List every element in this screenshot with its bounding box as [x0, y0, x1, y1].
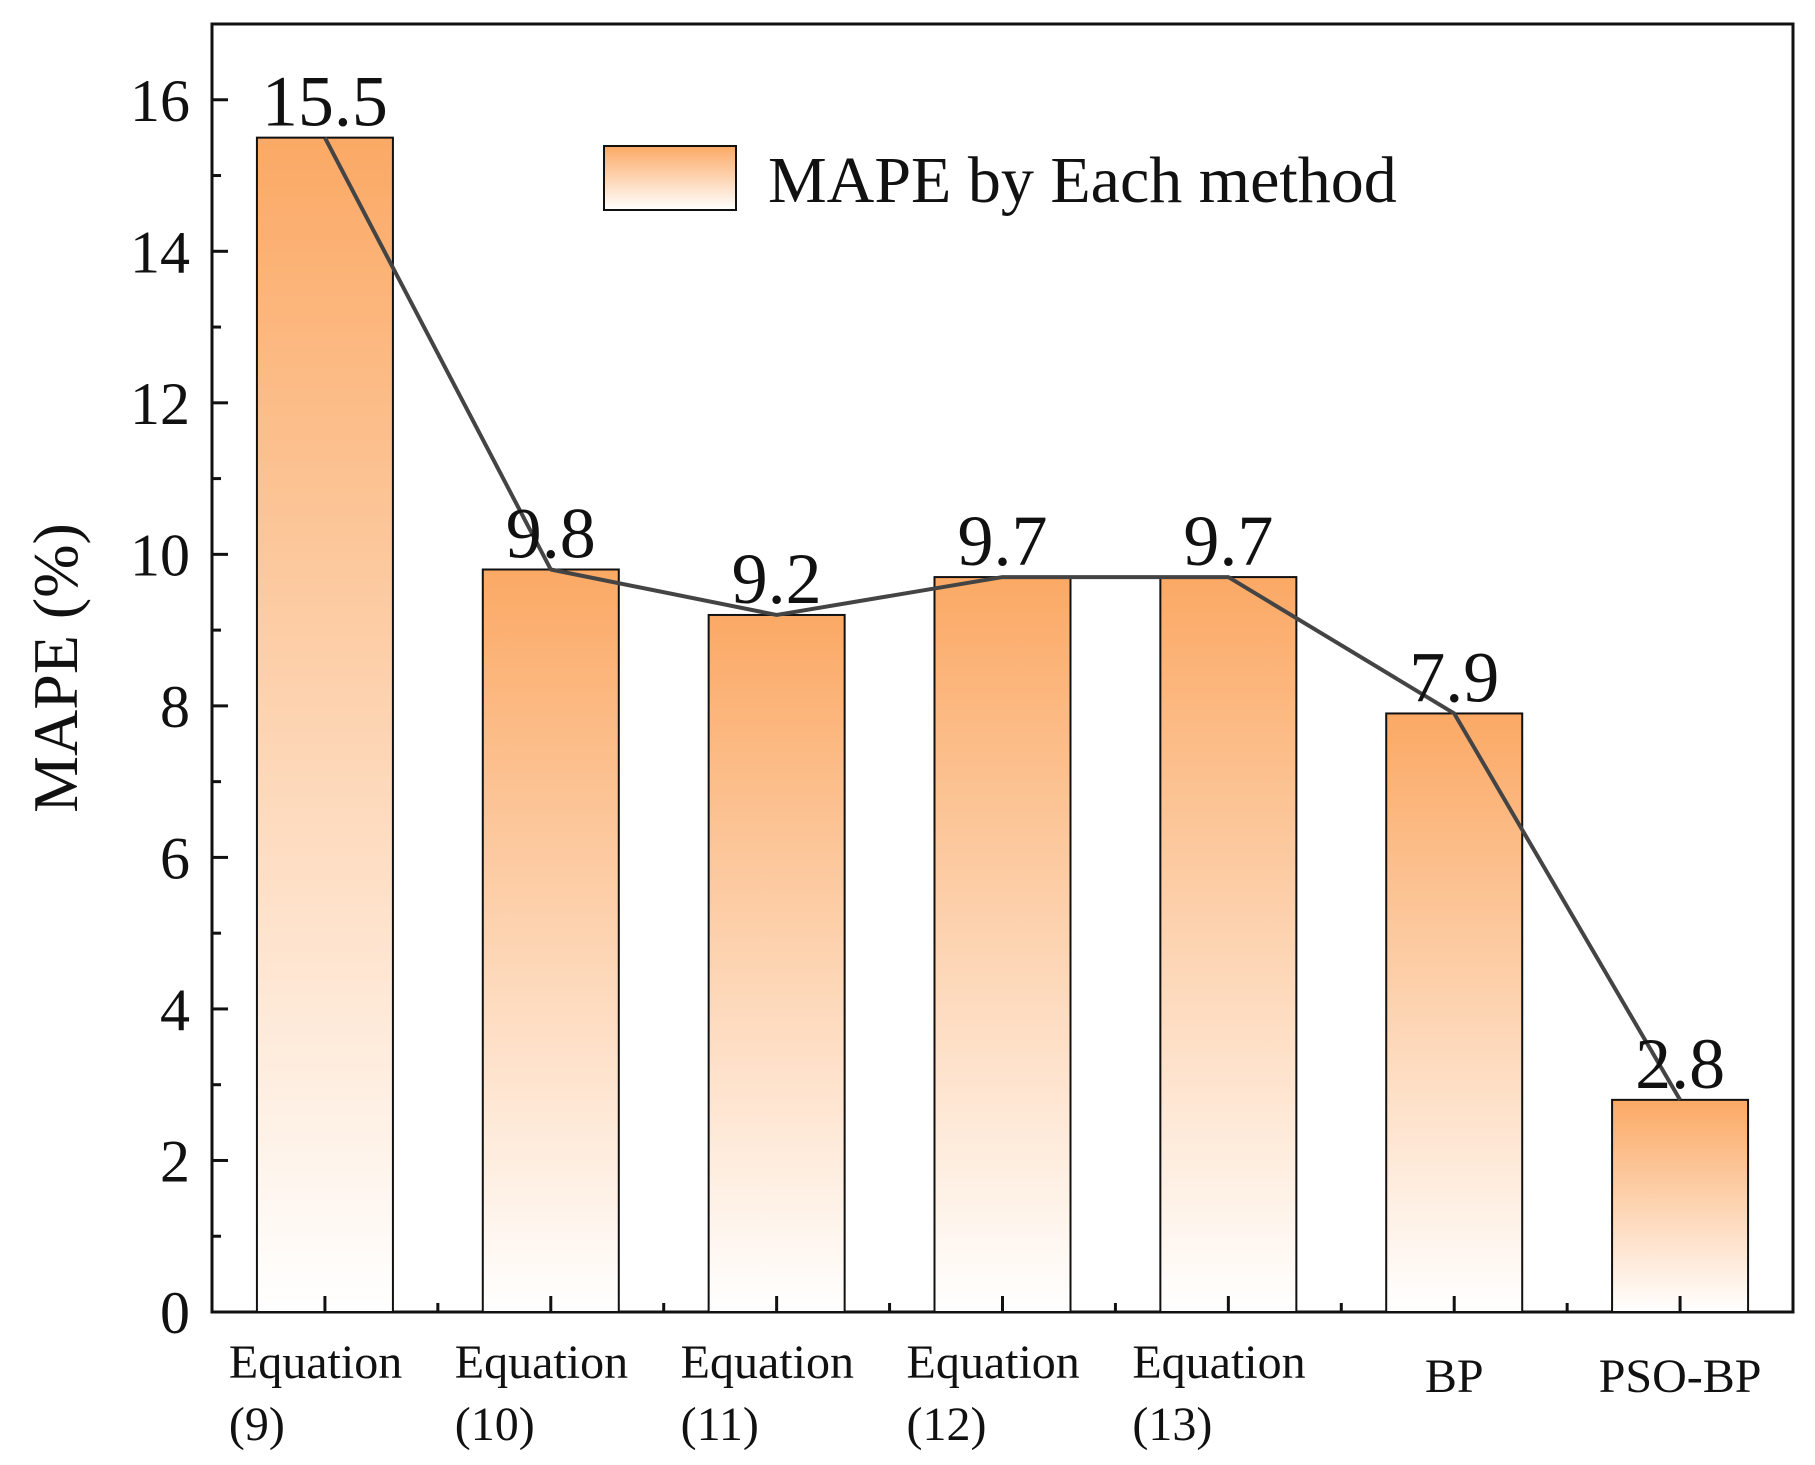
- y-tick-label: 2: [160, 1128, 190, 1194]
- legend: MAPE by Each method: [603, 144, 1397, 217]
- x-tick-label-line: Equation: [455, 1336, 628, 1389]
- x-tick-label: Equation (10): [455, 1336, 628, 1451]
- data-label: 7.9: [1409, 637, 1499, 717]
- bar: [1611, 1098, 1750, 1313]
- legend-swatch: [603, 145, 737, 211]
- y-axis: 0 2 4 6 8 10 12 14 16: [130, 22, 228, 1346]
- y-tick-label: 14: [130, 219, 190, 285]
- y-axis-title: MAPE (%): [20, 523, 91, 813]
- y-tick-label: 4: [160, 977, 190, 1043]
- x-tick-label: Equation (13): [1132, 1336, 1305, 1451]
- trend-line-group: [323, 136, 1682, 1101]
- bar: [707, 613, 846, 1313]
- bar: [1385, 712, 1524, 1313]
- x-tick-label-line: (9): [229, 1398, 285, 1451]
- y-tick-label: 8: [160, 674, 190, 740]
- y-tick-label: 16: [130, 68, 190, 134]
- y-tick-label: 6: [160, 825, 190, 891]
- bar: [481, 568, 620, 1313]
- x-tick-label-line: (12): [907, 1398, 987, 1451]
- y-tick-label: 0: [160, 1280, 190, 1346]
- x-tick-label: Equation (12): [907, 1336, 1080, 1451]
- x-tick-label-line: Equation: [229, 1336, 402, 1389]
- bar: [255, 136, 394, 1313]
- data-label: 9.7: [1183, 501, 1273, 581]
- x-tick-label: Equation (9): [229, 1336, 402, 1451]
- x-tick-label-line: (11): [681, 1398, 759, 1451]
- x-tick-label-line: Equation: [1132, 1336, 1305, 1389]
- x-axis: Equation (9)Equation (10)Equation (11)Equat…: [229, 1296, 1762, 1451]
- data-labels: 15.5 9.8 9.2 9.7 9.7 7.9 2.8: [262, 62, 1725, 1104]
- y-tick-label: 10: [130, 522, 190, 588]
- x-tick-label-line: Equation: [681, 1336, 854, 1389]
- bars-group: [255, 136, 1750, 1313]
- data-label: 9.2: [732, 539, 822, 619]
- bar: [933, 576, 1072, 1313]
- bar: [1159, 576, 1298, 1313]
- x-tick-label: Equation (11): [681, 1336, 854, 1451]
- legend-label: MAPE by Each method: [768, 144, 1397, 217]
- trend-line: [323, 136, 1682, 1101]
- y-tick-label: 12: [130, 371, 190, 437]
- x-tick-label-line: (13): [1132, 1398, 1212, 1451]
- x-tick-label-line: (10): [455, 1398, 535, 1451]
- x-tick-label: BP: [1425, 1350, 1484, 1403]
- x-tick-label-line: Equation: [907, 1336, 1080, 1389]
- data-label: 9.7: [958, 501, 1048, 581]
- data-label: 15.5: [262, 62, 388, 142]
- data-label: 2.8: [1635, 1024, 1725, 1104]
- data-label: 9.8: [506, 494, 596, 574]
- x-tick-label: PSO-BP: [1599, 1350, 1762, 1403]
